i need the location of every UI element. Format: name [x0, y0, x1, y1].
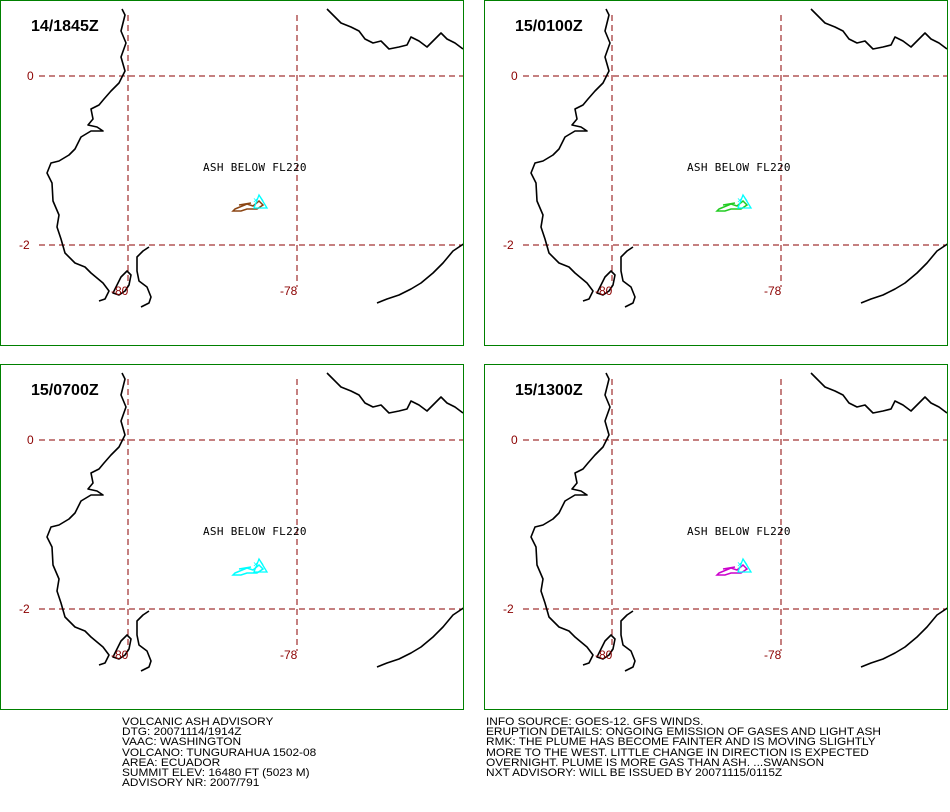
latitude-label-0: 0 [27, 433, 34, 447]
coastline-gulf [136, 246, 152, 308]
volcano-marker-x: × [253, 560, 258, 570]
ash-height-note: ASH BELOW FL220 [203, 525, 307, 538]
longitude-label-minus78: -78 [280, 284, 298, 298]
advisory-remark-line: OVERNIGHT. PLUME IS MORE GAS THAN ASH. .… [486, 756, 825, 769]
valid-time-label: 15/1300Z [515, 382, 583, 399]
forecast-panel-4: × 15/1300Z 0 -2 -80 -78 ASH BELOW FL220 [484, 364, 948, 710]
longitude-label-minus78: -78 [764, 648, 782, 662]
ash-height-note: ASH BELOW FL220 [687, 525, 791, 538]
advisory-header-line: VAAC: WASHINGTON [122, 736, 242, 749]
longitude-label-minus80: -80 [111, 284, 129, 298]
map-canvas: × [39, 372, 463, 672]
longitude-label-minus80: -80 [595, 648, 613, 662]
volcano-marker-x: × [737, 560, 742, 570]
ash-plume-outline [231, 563, 265, 576]
map-canvas: × [523, 8, 947, 308]
coastline-west [46, 372, 127, 666]
map-canvas: × [523, 372, 947, 672]
coastline-southeast [376, 607, 463, 668]
forecast-panel-1: × 14/1845Z 0 -2 -80 -78 ASH BELOW FL220 [0, 0, 464, 346]
advisory-header-line: VOLCANO: TUNGURAHUA 1502-08 [122, 746, 317, 759]
coastline-gulf [620, 246, 636, 308]
advisory-header-line: ADVISORY NR: 2007/791 [122, 777, 260, 790]
volcano-marker-x: × [737, 196, 742, 206]
valid-time-label: 14/1845Z [31, 18, 99, 35]
forecast-panel-2: × 15/0100Z 0 -2 -80 -78 ASH BELOW FL220 [484, 0, 948, 346]
latitude-label-minus2: -2 [19, 602, 30, 616]
latitude-label-0: 0 [511, 433, 518, 447]
volcano-vent-triangle [737, 557, 753, 573]
advisory-remark-line: MORE TO THE WEST. LITTLE CHANGE IN DIREC… [486, 746, 869, 759]
coastline-southeast [860, 243, 947, 304]
valid-time-label: 15/0700Z [31, 382, 99, 399]
advisory-header-line: AREA: ECUADOR [122, 756, 221, 769]
coastline-northeast [810, 372, 947, 414]
latitude-label-minus2: -2 [503, 238, 514, 252]
ash-height-note: ASH BELOW FL220 [687, 161, 791, 174]
coastline-gulf [620, 610, 636, 672]
ash-plume-outline [715, 563, 749, 576]
coastline-southeast [376, 243, 463, 304]
volcano-vent-triangle [737, 193, 753, 209]
coastline-gulf [136, 610, 152, 672]
forecast-panel-3: × 15/0700Z 0 -2 -80 -78 ASH BELOW FL220 [0, 364, 464, 710]
coastline-southeast [860, 607, 947, 668]
volcano-vent-triangle [253, 557, 269, 573]
coastline-island [596, 270, 616, 296]
coastline-northeast [326, 8, 463, 50]
ash-plume-outline [715, 199, 749, 212]
advisory-remark-line: INFO SOURCE: GOES-12. GFS WINDS. [486, 716, 704, 728]
coastline-west [530, 8, 611, 302]
coastline-west [530, 372, 611, 666]
longitude-label-minus80: -80 [111, 648, 129, 662]
ash-plume-outline [231, 199, 265, 212]
advisory-header-line: SUMMIT ELEV: 16480 FT (5023 M) [122, 767, 310, 780]
coastline-island [596, 634, 616, 660]
coastline-northeast [810, 8, 947, 50]
map-canvas: × [39, 8, 463, 308]
advisory-remark-line: RMK: THE PLUME HAS BECOME FAINTER AND IS… [486, 736, 876, 749]
volcano-vent-triangle [253, 193, 269, 209]
coastline-west [46, 8, 127, 302]
valid-time-label: 15/0100Z [515, 18, 583, 35]
coastline-northeast [326, 372, 463, 414]
advisory-header-line: VOLCANIC ASH ADVISORY [122, 716, 274, 728]
advisory-remarks-block: INFO SOURCE: GOES-12. GFS WINDS. ERUPTION… [486, 716, 881, 780]
ash-height-note: ASH BELOW FL220 [203, 161, 307, 174]
advisory-header-line: DTG: 20071114/1914Z [122, 726, 242, 739]
coastline-island [112, 634, 132, 660]
coastline-island [112, 270, 132, 296]
latitude-label-0: 0 [511, 69, 518, 83]
advisory-remark-line: NXT ADVISORY: WILL BE ISSUED BY 20071115… [486, 767, 783, 780]
longitude-label-minus78: -78 [280, 648, 298, 662]
longitude-label-minus80: -80 [595, 284, 613, 298]
volcano-marker-x: × [253, 196, 258, 206]
latitude-label-minus2: -2 [19, 238, 30, 252]
latitude-label-0: 0 [27, 69, 34, 83]
latitude-label-minus2: -2 [503, 602, 514, 616]
advisory-header-block: VOLCANIC ASH ADVISORY DTG: 20071114/1914Z… [122, 716, 317, 790]
advisory-remark-line: ERUPTION DETAILS: ONGOING EMISSION OF GA… [486, 726, 881, 739]
longitude-label-minus78: -78 [764, 284, 782, 298]
